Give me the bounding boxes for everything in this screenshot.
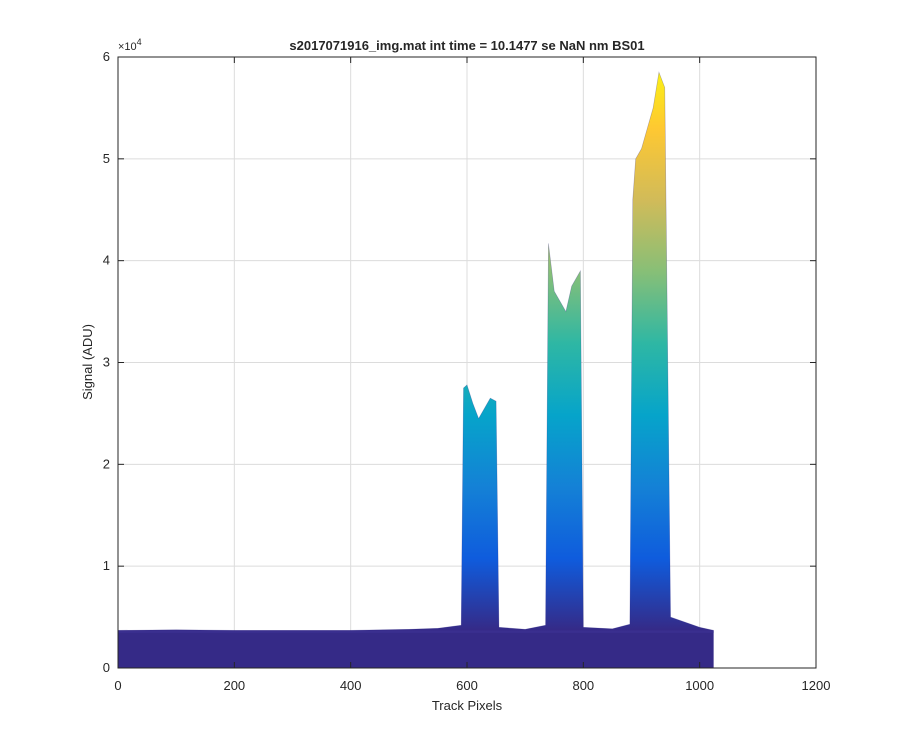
x-axis-label: Track Pixels [432, 698, 503, 713]
y-multiplier-exponent: 4 [137, 37, 142, 47]
signal-outline [118, 71, 714, 631]
signal-surface [118, 71, 714, 668]
chart-title: s2017071916_img.mat int time = 10.1477 s… [289, 38, 644, 53]
y-tick-label: 4 [103, 253, 110, 268]
y-tick-label: 3 [103, 355, 110, 370]
y-tick-label: 6 [103, 49, 110, 64]
x-tick-label: 400 [340, 678, 362, 693]
x-tick-label: 1000 [685, 678, 714, 693]
y-multiplier: ×104 [118, 37, 142, 53]
y-tick-label: 5 [103, 151, 110, 166]
x-axis-ticks: 0 200 400 600 800 1000 1200 [114, 57, 830, 693]
baseline-strip [118, 630, 714, 633]
signal-area [118, 72, 714, 668]
x-tick-label: 0 [114, 678, 121, 693]
x-tick-label: 600 [456, 678, 478, 693]
y-tick-label: 2 [103, 456, 110, 471]
x-tick-label: 200 [223, 678, 245, 693]
x-tick-label: 1200 [802, 678, 831, 693]
x-tick-label: 800 [572, 678, 594, 693]
y-multiplier-base: ×10 [118, 41, 137, 53]
y-tick-label: 0 [103, 660, 110, 675]
y-axis-label: Signal (ADU) [80, 324, 95, 400]
y-axis-ticks: 0 1 2 3 4 5 6 [103, 49, 816, 675]
y-tick-label: 1 [103, 558, 110, 573]
